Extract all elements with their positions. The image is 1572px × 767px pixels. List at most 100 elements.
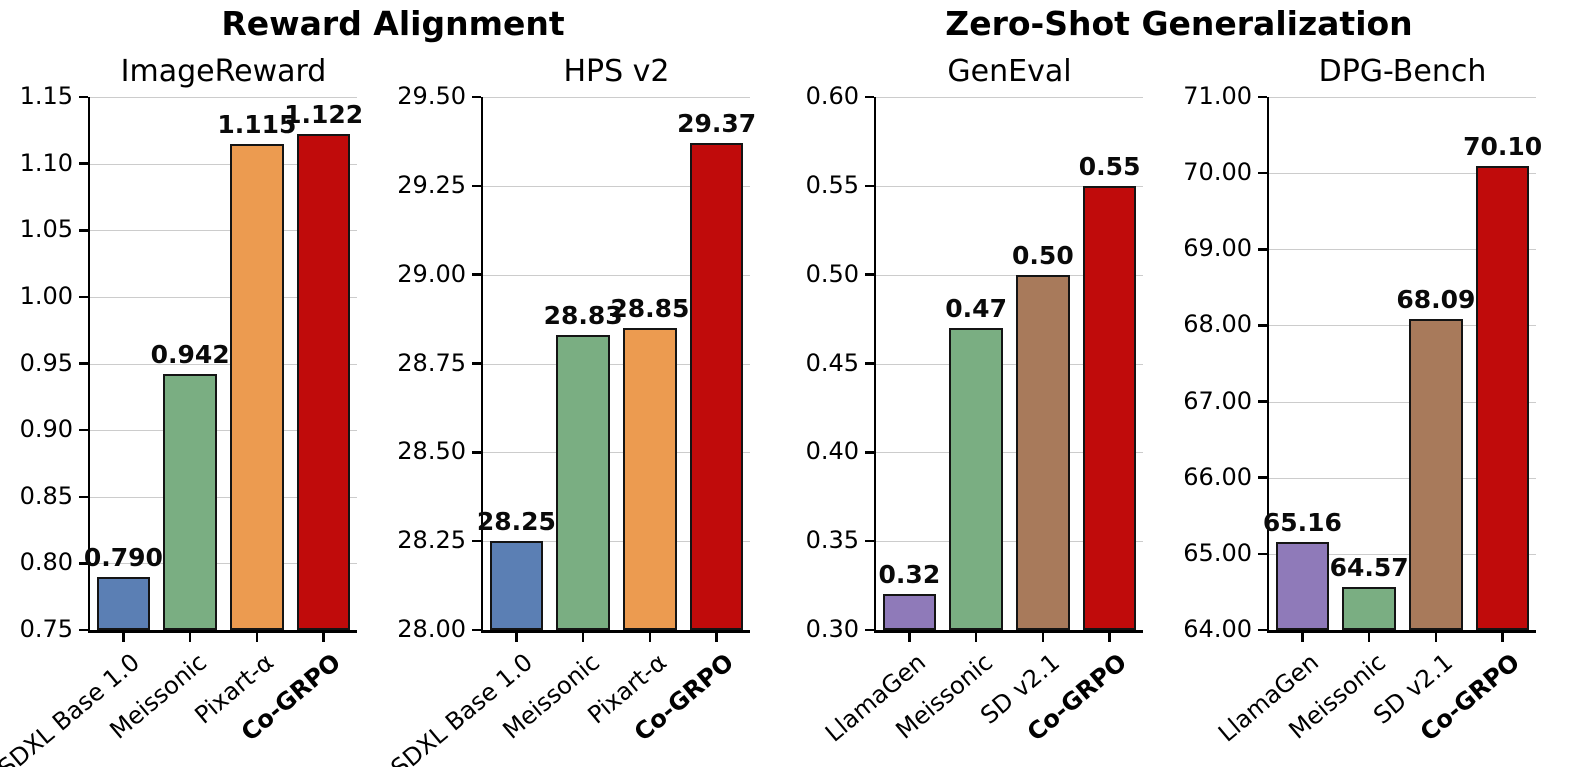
bar-value-label: 29.37 <box>677 109 757 139</box>
gridline <box>1269 97 1536 98</box>
gridline <box>90 496 357 498</box>
y-tick-mark <box>1257 476 1267 479</box>
y-tick-label: 28.75 <box>397 348 466 377</box>
bar-value-label: 70.10 <box>1463 131 1543 161</box>
bar-value-label: 65.16 <box>1262 507 1342 537</box>
y-axis-spine <box>1266 97 1269 630</box>
y-tick-mark <box>1257 248 1267 251</box>
y-tick-label: 0.30 <box>805 615 859 643</box>
x-tick-mark <box>974 632 978 642</box>
x-tick-mark <box>122 632 125 642</box>
gridline <box>1269 249 1536 251</box>
gridline <box>876 452 1143 454</box>
bar-llamagen <box>1275 541 1330 630</box>
x-tick-mark <box>908 632 911 642</box>
group-title-reward-alignment: Reward Alignment <box>221 4 565 43</box>
bar-value-label: 28.85 <box>610 293 690 323</box>
gridline <box>90 563 357 565</box>
gridline <box>90 363 357 365</box>
y-tick-label: 0.50 <box>805 259 859 288</box>
gridline <box>876 185 1143 187</box>
y-tick-mark <box>471 451 481 454</box>
y-tick-mark <box>471 184 481 188</box>
gridline <box>90 97 357 98</box>
bar-co-grpo <box>1475 165 1530 630</box>
plot-area-geneval <box>873 97 1143 633</box>
y-tick-label: 29.00 <box>397 259 466 288</box>
bar-pixart- <box>230 143 284 630</box>
y-tick-label: 1.05 <box>19 215 73 244</box>
y-tick-mark <box>471 628 481 632</box>
gridline <box>876 363 1143 365</box>
subplot-title-imagereward: ImageReward <box>120 54 327 89</box>
gridline <box>90 430 357 432</box>
gridline <box>483 452 750 454</box>
gridline <box>876 274 1143 276</box>
y-tick-label: 0.60 <box>805 82 859 110</box>
y-tick-label: 28.25 <box>397 526 466 555</box>
y-tick-label: 66.00 <box>1183 462 1252 491</box>
y-tick-label: 67.00 <box>1183 386 1252 415</box>
gridline <box>1269 173 1536 175</box>
y-tick-mark <box>864 539 874 543</box>
gridline <box>1269 401 1536 403</box>
x-tick-mark <box>322 632 325 642</box>
bar-value-label: 28.25 <box>476 507 556 537</box>
y-tick-mark <box>471 539 481 543</box>
subplot-title-dpg-bench: DPG-Bench <box>1318 54 1487 89</box>
x-tick-mark <box>581 632 585 642</box>
gridline <box>1269 325 1536 327</box>
subplot-imagereward: ImageReward 0.75 0.80 0.85 0.90 0.95 1.00 1.05 1… <box>0 0 393 767</box>
x-tick-mark <box>1041 632 1045 642</box>
bar-value-label: 68.09 <box>1396 284 1476 314</box>
y-tick-label: 29.50 <box>397 82 466 110</box>
plot-area-dpg-bench <box>1266 97 1536 633</box>
y-tick-label: 0.90 <box>19 415 73 444</box>
gridline <box>1269 477 1536 479</box>
gridline <box>483 185 750 187</box>
y-tick-label: 1.15 <box>19 82 73 110</box>
bar-sdxl-base-1-0 <box>489 541 544 630</box>
subplot-geneval: GenEval 0.30 0.35 0.40 0.45 0.50 0.55 0.60 0.32 L… <box>786 0 1179 767</box>
y-tick-label: 0.40 <box>805 437 859 466</box>
y-tick-mark <box>471 95 481 99</box>
y-tick-mark <box>1257 628 1267 632</box>
bar-meissonic <box>1342 586 1396 630</box>
y-tick-mark <box>78 229 88 232</box>
bar-value-label: 0.47 <box>945 293 1007 323</box>
x-tick-mark <box>1301 632 1304 642</box>
y-tick-mark <box>1257 400 1267 403</box>
y-tick-label: 0.35 <box>805 526 859 555</box>
y-tick-mark <box>864 628 874 632</box>
y-tick-label: 0.85 <box>19 481 73 510</box>
y-axis-spine <box>873 97 876 630</box>
y-tick-mark <box>864 362 874 365</box>
bar-value-label: 1.122 <box>284 100 364 130</box>
bar-sdxl-base-1-0 <box>96 576 151 630</box>
y-tick-mark <box>78 362 88 365</box>
x-tick-mark <box>1108 632 1111 642</box>
y-tick-label: 28.50 <box>397 437 466 466</box>
y-tick-label: 0.80 <box>19 548 73 577</box>
subplot-hps-v2: HPS v2 28.00 28.25 28.50 28.75 29.00 29.25 29.5… <box>386 0 786 767</box>
y-tick-mark <box>1257 171 1267 175</box>
bar-value-label: 0.50 <box>1012 240 1074 270</box>
bar-value-label: 0.55 <box>1078 151 1141 181</box>
gridline <box>483 274 750 276</box>
y-tick-mark <box>78 162 88 165</box>
group-title-zero-shot-generalization: Zero-Shot Generalization <box>945 4 1413 43</box>
y-tick-label: 70.00 <box>1183 158 1252 187</box>
gridline <box>483 541 750 543</box>
x-tick-mark <box>1434 632 1438 642</box>
y-axis-spine <box>87 97 90 630</box>
gridline <box>1269 553 1536 555</box>
y-tick-mark <box>471 273 481 276</box>
bar-co-grpo <box>296 134 351 630</box>
bar-value-label: 1.115 <box>217 109 297 139</box>
y-tick-label: 1.10 <box>19 148 73 177</box>
y-tick-mark <box>78 495 88 498</box>
y-tick-mark <box>1257 324 1267 327</box>
x-axis-spine <box>873 630 1143 633</box>
y-tick-mark <box>1257 552 1267 556</box>
x-axis-spine <box>480 630 750 633</box>
